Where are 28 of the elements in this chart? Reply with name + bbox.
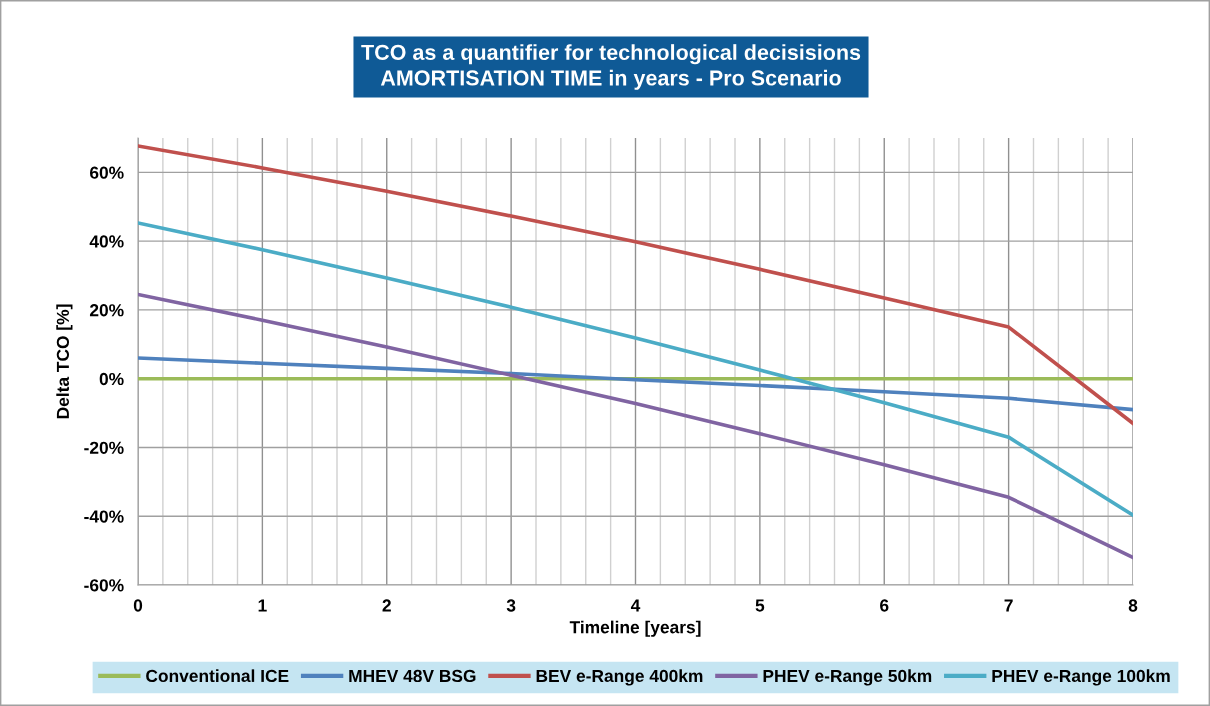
x-tick-label: 2	[382, 599, 391, 612]
x-tick-label: 6	[880, 599, 889, 612]
legend-label: PHEV e-Range 100km	[992, 669, 1170, 686]
line-series	[138, 221, 1133, 518]
x-tick-label: 7	[1004, 599, 1013, 612]
legend-label: BEV e-Range 400km	[536, 669, 703, 686]
y-tick-label: 60%	[90, 166, 124, 179]
legend-label: MHEV 48V BSG	[349, 669, 476, 683]
x-tick-label: 3	[506, 599, 516, 612]
line-series	[138, 292, 1133, 560]
y-tick-label: 40%	[89, 235, 124, 248]
x-axis-title: Timeline [years]	[569, 620, 701, 637]
chart-title: TCO as a quantifier for technological decisisions AMORTISATION TIME in years - Pro Scenario	[361, 44, 861, 90]
line-series	[138, 356, 1133, 412]
y-tick-label: -20%	[84, 441, 124, 454]
y-axis-title: Delta TCO [%]	[56, 304, 73, 419]
x-tick-label: 1	[258, 599, 267, 612]
legend-label: Conventional ICE	[146, 669, 289, 683]
legend-label: PHEV e-Range 50km	[763, 669, 932, 686]
x-tick-label: 0	[133, 599, 143, 612]
x-tick-label: 8	[1128, 599, 1138, 612]
y-tick-label: 20%	[89, 304, 124, 317]
x-tick-label: 4	[630, 599, 641, 612]
line-series	[138, 144, 1133, 426]
y-tick-label: 0%	[99, 372, 124, 386]
y-tick-label: -60%	[84, 579, 124, 592]
x-tick-label: 5	[755, 599, 765, 612]
y-tick-label: -40%	[84, 510, 124, 523]
